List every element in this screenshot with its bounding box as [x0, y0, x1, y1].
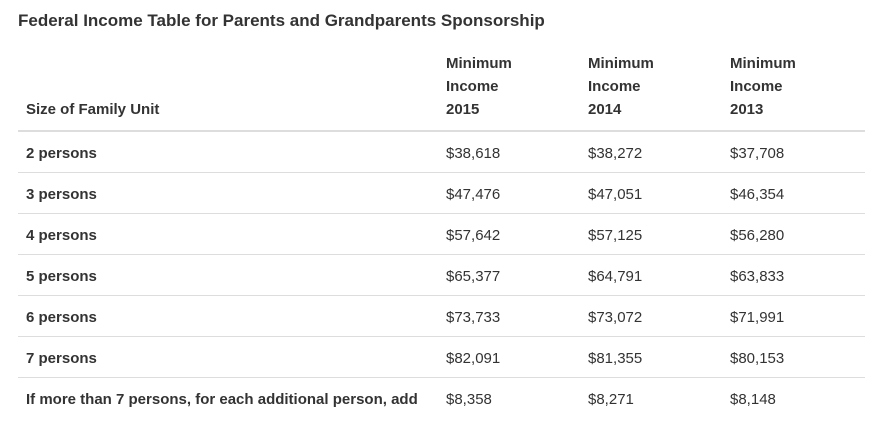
income-2013-cell: $71,991: [722, 295, 865, 337]
income-2013-cell: $63,833: [722, 254, 865, 296]
income-2013-cell: $8,148: [722, 377, 865, 418]
income-2013-cell: $37,708: [730, 145, 785, 162]
income-2015-cell: $8,358: [438, 377, 580, 418]
table-header: Size of Family Unit Minimum Income 2015 …: [18, 44, 865, 132]
header-family-size: Size of Family Unit: [18, 44, 438, 132]
header-line: Minimum: [588, 55, 654, 72]
income-2015-cell: $57,642: [438, 213, 580, 255]
header-line: Income: [730, 78, 783, 95]
income-table: Size of Family Unit Minimum Income 2015 …: [18, 44, 865, 418]
income-2013-cell: $56,280: [722, 213, 865, 255]
income-2015-cell: $73,733: [438, 295, 580, 337]
income-2015-cell: $38,618: [446, 145, 501, 162]
header-line: Income: [588, 78, 641, 95]
header-income-2014: Minimum Income 2014: [580, 44, 722, 132]
header-line: Income: [446, 78, 499, 95]
table-title: Federal Income Table for Parents and Gra…: [18, 11, 545, 30]
table-row: 3 persons $47,476 $47,051 $46,354: [18, 172, 865, 214]
header-income-2013: Minimum Income 2013: [722, 44, 865, 132]
income-2014-cell: $64,791: [580, 254, 722, 296]
income-2014-cell: $38,272: [588, 145, 643, 162]
family-size-cell: 6 persons: [18, 295, 438, 337]
family-size-cell: 7 persons: [18, 336, 438, 378]
income-2014-cell: $8,271: [580, 377, 722, 418]
income-2015-cell: $65,377: [438, 254, 580, 296]
table-row: 2 persons $38,618 $38,272 $37,708: [18, 131, 865, 173]
header-line: 2013: [730, 101, 764, 118]
header-line: 2014: [588, 101, 622, 118]
table-row: 6 persons $73,733 $73,072 $71,991: [18, 295, 865, 337]
income-2015-cell: $82,091: [438, 336, 580, 378]
family-size-cell: 4 persons: [18, 213, 438, 255]
family-size-cell: 3 persons: [18, 172, 438, 214]
header-line: 2015: [446, 101, 480, 118]
header-line: Minimum: [730, 55, 796, 72]
income-2013-cell: $80,153: [722, 336, 865, 378]
income-2013-cell: $46,354: [722, 172, 865, 214]
family-size-cell: 2 persons: [26, 145, 97, 162]
family-size-cell: 5 persons: [18, 254, 438, 296]
header-line: Minimum: [446, 55, 512, 72]
income-2015-cell: $47,476: [438, 172, 580, 214]
header-line: Size of Family Unit: [26, 101, 160, 118]
table-row: If more than 7 persons, for each additio…: [18, 377, 865, 418]
table-row: 5 persons $65,377 $64,791 $63,833: [18, 254, 865, 296]
income-2014-cell: $73,072: [580, 295, 722, 337]
table-row: 7 persons $82,091 $81,355 $80,153: [18, 336, 865, 378]
table-row: 4 persons $57,642 $57,125 $56,280: [18, 213, 865, 255]
income-2014-cell: $81,355: [580, 336, 722, 378]
table-body: 2 persons $38,618 $38,272 $37,708 3 pers…: [18, 131, 865, 418]
income-2014-cell: $57,125: [580, 213, 722, 255]
income-2014-cell: $47,051: [580, 172, 722, 214]
header-income-2015: Minimum Income 2015: [438, 44, 580, 132]
header-row: Size of Family Unit Minimum Income 2015 …: [18, 44, 865, 132]
family-size-cell: If more than 7 persons, for each additio…: [18, 377, 438, 418]
